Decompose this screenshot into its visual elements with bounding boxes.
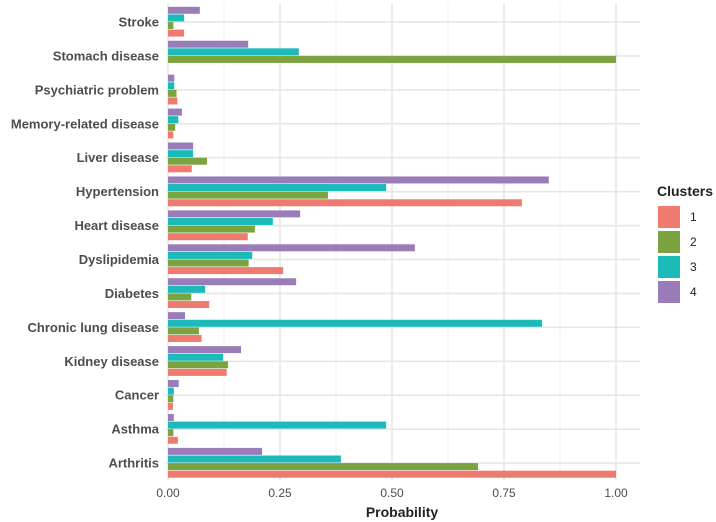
bar-cancer-cluster-3 — [168, 387, 174, 395]
bar-psychiatric-problem-cluster-2 — [168, 89, 177, 97]
bar-kidney-disease-cluster-2 — [168, 361, 229, 369]
bar-liver-disease-cluster-3 — [168, 150, 194, 158]
bar-asthma-cluster-2 — [168, 429, 174, 437]
bar-arthritis-cluster-1 — [168, 470, 616, 478]
bar-memory-related-disease-cluster-3 — [168, 116, 179, 124]
bar-asthma-cluster-1 — [168, 436, 178, 444]
y-category-label: Arthritis — [108, 456, 159, 471]
bar-stroke-cluster-3 — [168, 14, 185, 22]
bar-psychiatric-problem-cluster-4 — [168, 74, 175, 82]
bar-cancer-cluster-1 — [168, 402, 173, 410]
bar-heart-disease-cluster-2 — [168, 225, 255, 233]
bar-arthritis-cluster-4 — [168, 447, 263, 455]
bar-hypertension-cluster-2 — [168, 191, 328, 199]
x-tick-label: 0.25 — [268, 486, 292, 500]
y-category-label: Cancer — [115, 388, 159, 403]
bar-diabetes-cluster-2 — [168, 293, 192, 301]
legend-swatch-cluster-2 — [658, 231, 680, 253]
bar-kidney-disease-cluster-4 — [168, 346, 242, 354]
y-category-label: Memory-related disease — [11, 116, 159, 131]
y-category-label: Psychiatric problem — [35, 82, 159, 97]
bar-kidney-disease-cluster-3 — [168, 353, 224, 361]
bar-hypertension-cluster-1 — [168, 199, 522, 207]
bar-asthma-cluster-4 — [168, 413, 174, 421]
bar-stomach-disease-cluster-2 — [168, 55, 616, 63]
bar-stomach-disease-cluster-3 — [168, 48, 299, 56]
bar-dyslipidemia-cluster-3 — [168, 251, 253, 259]
bar-heart-disease-cluster-3 — [168, 217, 273, 225]
legend-swatch-cluster-3 — [658, 256, 680, 278]
bar-chronic-lung-disease-cluster-4 — [168, 312, 186, 320]
y-category-label: Stroke — [119, 15, 159, 30]
legend-label-cluster-2: 2 — [690, 235, 697, 249]
y-category-label: Stomach disease — [53, 48, 159, 63]
legend-swatch-cluster-1 — [658, 206, 680, 228]
bar-dyslipidemia-cluster-4 — [168, 244, 415, 252]
x-tick-label: 0.75 — [492, 486, 516, 500]
bar-heart-disease-cluster-4 — [168, 210, 301, 218]
bar-dyslipidemia-cluster-1 — [168, 267, 284, 275]
bar-cancer-cluster-2 — [168, 395, 174, 403]
y-category-label: Hypertension — [76, 184, 159, 199]
y-category-label: Kidney disease — [64, 354, 159, 369]
bar-arthritis-cluster-3 — [168, 455, 341, 463]
bar-diabetes-cluster-4 — [168, 278, 297, 286]
bar-psychiatric-problem-cluster-3 — [168, 82, 175, 90]
legend-title: Clusters — [657, 183, 713, 199]
x-tick-label: 0.50 — [380, 486, 404, 500]
bar-kidney-disease-cluster-1 — [168, 368, 227, 376]
bar-memory-related-disease-cluster-1 — [168, 131, 174, 139]
x-axis-title: Probability — [366, 504, 439, 520]
bar-psychiatric-problem-cluster-1 — [168, 97, 178, 105]
bar-arthritis-cluster-2 — [168, 463, 479, 471]
bar-asthma-cluster-3 — [168, 421, 387, 429]
bar-chronic-lung-disease-cluster-1 — [168, 334, 202, 342]
legend-label-cluster-4: 4 — [690, 285, 697, 299]
bar-memory-related-disease-cluster-2 — [168, 123, 176, 131]
bar-hypertension-cluster-3 — [168, 184, 387, 192]
bar-cancer-cluster-4 — [168, 380, 179, 388]
legend-label-cluster-3: 3 — [690, 260, 697, 274]
bar-memory-related-disease-cluster-4 — [168, 108, 182, 116]
y-category-label: Heart disease — [74, 218, 159, 233]
y-category-label: Chronic lung disease — [28, 320, 159, 335]
y-category-label: Diabetes — [105, 286, 159, 301]
y-category-label: Asthma — [111, 422, 159, 437]
bar-chronic-lung-disease-cluster-2 — [168, 327, 199, 335]
bar-diabetes-cluster-1 — [168, 301, 210, 309]
x-tick-label: 0.00 — [156, 486, 180, 500]
bar-stroke-cluster-1 — [168, 29, 185, 37]
legend-label-cluster-1: 1 — [690, 210, 697, 224]
bar-hypertension-cluster-4 — [168, 176, 549, 184]
bar-diabetes-cluster-3 — [168, 285, 206, 293]
bar-heart-disease-cluster-1 — [168, 233, 248, 241]
bar-chronic-lung-disease-cluster-3 — [168, 319, 543, 327]
legend-swatch-cluster-4 — [658, 281, 680, 303]
y-category-label: Liver disease — [77, 150, 159, 165]
bar-stroke-cluster-2 — [168, 22, 174, 29]
x-tick-label: 1.00 — [604, 486, 628, 500]
bar-stomach-disease-cluster-4 — [168, 40, 249, 48]
bar-liver-disease-cluster-2 — [168, 157, 207, 165]
bar-liver-disease-cluster-4 — [168, 142, 194, 150]
bar-dyslipidemia-cluster-2 — [168, 259, 249, 267]
bar-stroke-cluster-4 — [168, 6, 200, 14]
bar-liver-disease-cluster-1 — [168, 165, 192, 173]
y-category-label: Dyslipidemia — [79, 252, 160, 267]
